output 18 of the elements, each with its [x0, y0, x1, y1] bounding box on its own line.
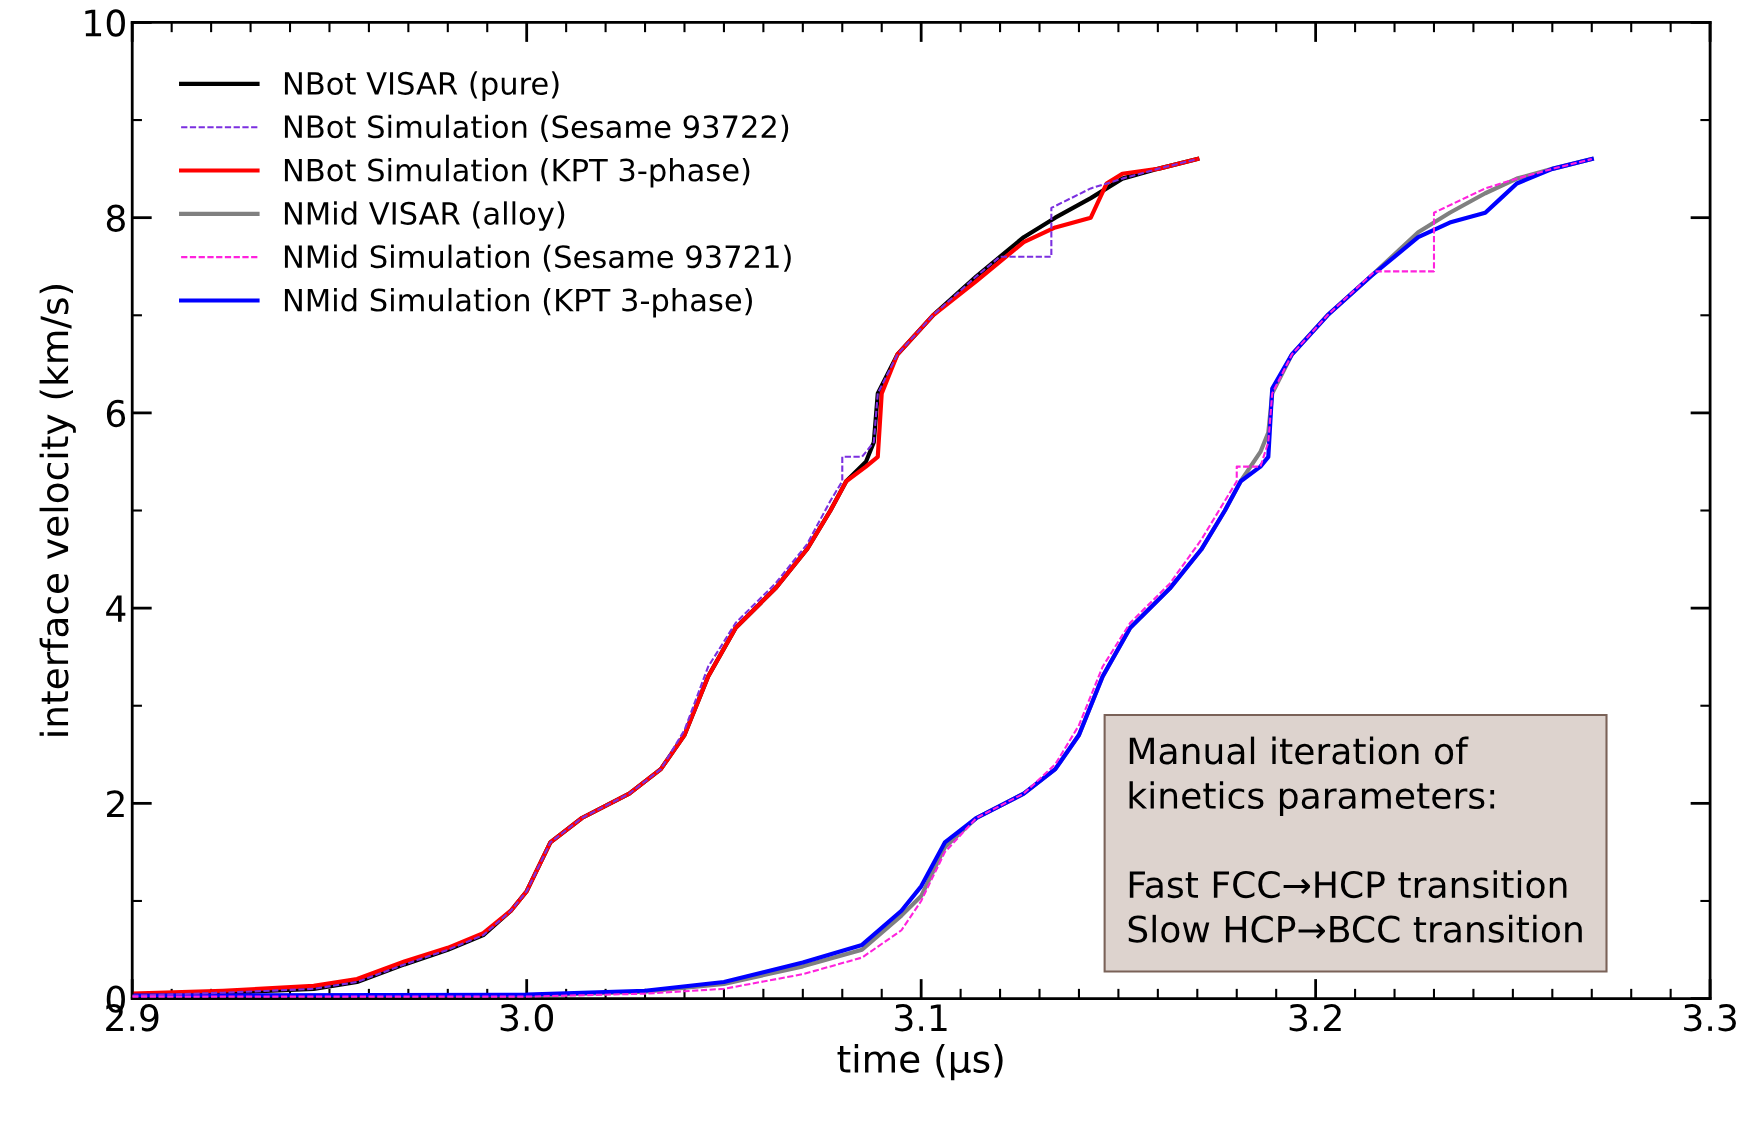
- text: Manual iteration of kinetics parameters: Fast FCC→HCP transition Slow HCP→BCC transition: [1128, 736, 1582, 943]
- y-tick-label: 8: [106, 204, 125, 232]
- y-axis-title: interface velocity (km/s): [39, 285, 76, 736]
- legend-label: NBot VISAR (pure): [284, 71, 559, 101]
- x-tick-label: 3.2: [1289, 1004, 1341, 1032]
- y-tick-label: 6: [106, 399, 126, 428]
- x-tick-label: 3.1: [895, 1004, 947, 1032]
- legend-label: NMid Simulation (KPT 3-phase): [284, 287, 752, 318]
- legend-label: NMid VISAR (alloy): [284, 201, 565, 231]
- x-axis-title: time (µs): [837, 1043, 1003, 1081]
- legend-label: NBot Simulation (KPT 3-phase): [284, 157, 750, 188]
- y-tick-label: 10: [85, 9, 125, 37]
- legend-label: NMid Simulation (Sesame 93721): [284, 244, 791, 272]
- y-tick-label: 2: [107, 790, 124, 818]
- x-tick-label: 3.3: [1684, 1004, 1736, 1032]
- legend-label: NBot Simulation (Sesame 93722): [284, 114, 789, 142]
- x-tick-label: 3.0: [500, 1004, 554, 1032]
- y-tick-label: 4: [106, 595, 126, 622]
